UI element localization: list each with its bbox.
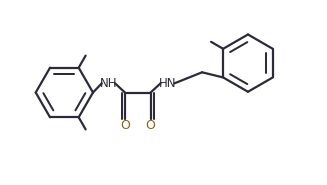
Text: O: O <box>120 119 130 132</box>
Text: HN: HN <box>158 77 176 90</box>
Text: NH: NH <box>100 77 117 90</box>
Text: O: O <box>146 119 156 132</box>
